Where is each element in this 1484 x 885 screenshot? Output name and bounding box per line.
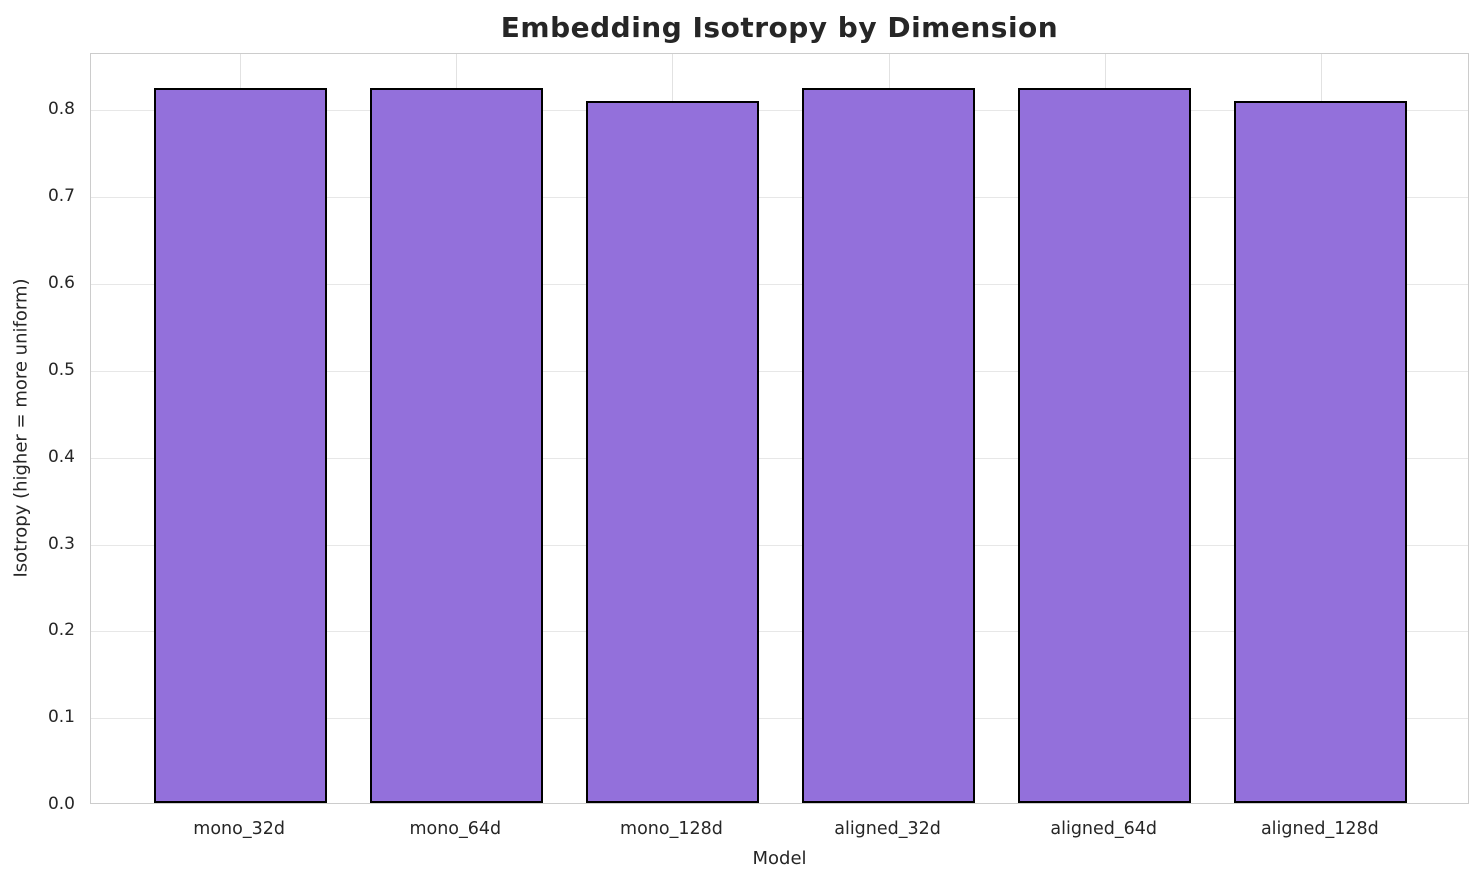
bar-aligned_64d xyxy=(1018,87,1192,803)
y-tick-label: 0.8 xyxy=(47,99,75,120)
h-gridline xyxy=(91,110,1468,112)
bar-mono_128d xyxy=(585,100,759,803)
h-gridline xyxy=(91,370,1468,372)
x-tick-label: mono_64d xyxy=(409,819,502,839)
h-gridline xyxy=(91,457,1468,459)
y-tick-label: 0.1 xyxy=(47,707,75,728)
plot-area xyxy=(90,53,1469,804)
y-tick-label: 0.2 xyxy=(47,620,75,641)
y-tick-label: 0.4 xyxy=(47,446,75,467)
bar-mono_32d xyxy=(153,87,327,803)
x-tick-label: mono_128d xyxy=(620,819,723,839)
bar-aligned_32d xyxy=(802,87,976,803)
h-gridline xyxy=(91,631,1468,633)
y-tick-label: 0.7 xyxy=(47,186,75,207)
bar-aligned_128d xyxy=(1234,100,1408,803)
bar-mono_64d xyxy=(369,87,543,803)
h-gridline xyxy=(91,718,1468,720)
x-tick-label: aligned_32d xyxy=(834,819,941,839)
x-tick-label: aligned_128d xyxy=(1260,819,1379,839)
y-tick-label: 0.6 xyxy=(47,273,75,294)
x-tick-label: mono_32d xyxy=(193,819,285,839)
h-gridline xyxy=(91,284,1468,286)
y-tick-label: 0.3 xyxy=(47,533,75,554)
y-tick-label: 0.5 xyxy=(47,359,75,380)
h-gridline xyxy=(91,544,1468,546)
x-tick-label: aligned_64d xyxy=(1050,819,1158,839)
chart-title: Embedding Isotropy by Dimension xyxy=(500,11,1059,44)
x-axis-label: Model xyxy=(752,848,807,869)
h-gridline xyxy=(91,197,1468,199)
y-tick-label: 0.0 xyxy=(47,794,75,814)
